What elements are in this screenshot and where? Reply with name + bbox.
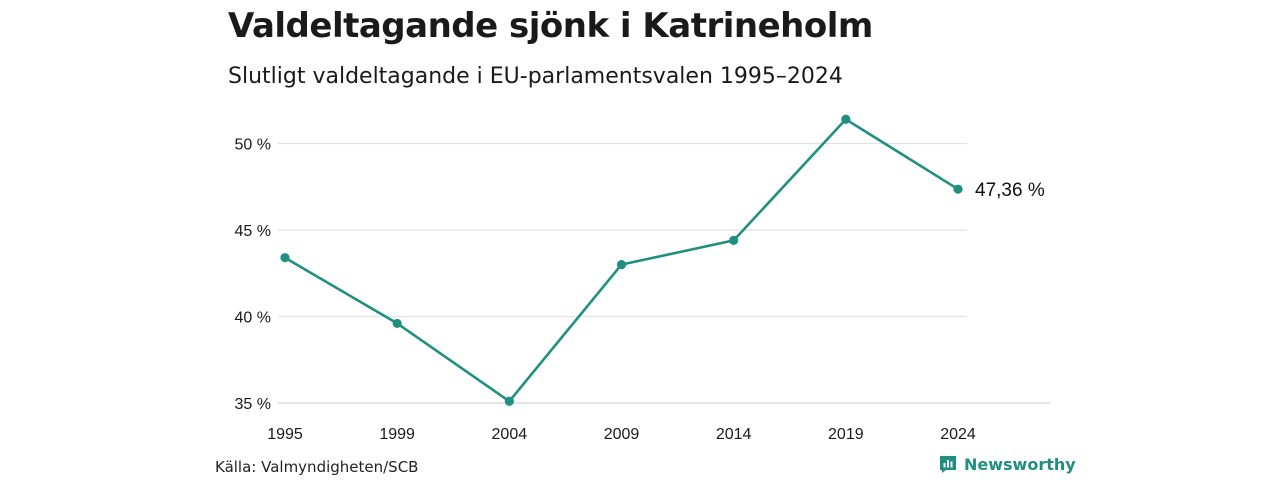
data-point (392, 318, 402, 329)
x-tick-label: 1995 (267, 426, 303, 443)
brand-name: Newsworthy (964, 454, 1076, 474)
y-tick-label: 45 % (235, 223, 271, 240)
chart-title: Valdeltagande sjönk i Katrineholm (228, 6, 873, 46)
data-point (729, 235, 739, 245)
grid-layer (278, 142, 1050, 404)
newsworthy-logo-icon (940, 456, 956, 473)
x-tick-label: 1999 (379, 426, 415, 443)
y-tick-label: 35 % (235, 396, 271, 413)
chart-subtitle: Slutligt valdeltagande i EU-parlamentsva… (228, 64, 843, 89)
y-axis-ticks: 35 % 40 % 45 % 50 % (235, 137, 271, 414)
data-point (616, 260, 627, 270)
x-tick-label: 2004 (492, 426, 528, 443)
x-tick-label: 2019 (828, 426, 864, 443)
source-note: Källa: Valmyndigheten/SCB (215, 458, 419, 476)
y-tick-label: 40 % (235, 310, 271, 327)
series-layer (280, 114, 963, 406)
data-point (953, 184, 963, 194)
label-layer: 47,36 % (975, 180, 1045, 201)
data-point (280, 253, 290, 263)
data-point (504, 396, 514, 406)
x-tick-label: 2014 (716, 426, 752, 443)
x-axis-ticks: 1995 1999 2004 2009 2014 2019 2024 (267, 426, 976, 443)
end-value-label: 47,36 % (975, 180, 1045, 201)
x-tick-label: 2009 (604, 426, 640, 443)
y-tick-label: 50 % (235, 137, 271, 154)
x-tick-label: 2024 (940, 426, 976, 443)
brand-logo[interactable]: Newsworthy (938, 454, 1076, 474)
data-point (841, 114, 851, 124)
